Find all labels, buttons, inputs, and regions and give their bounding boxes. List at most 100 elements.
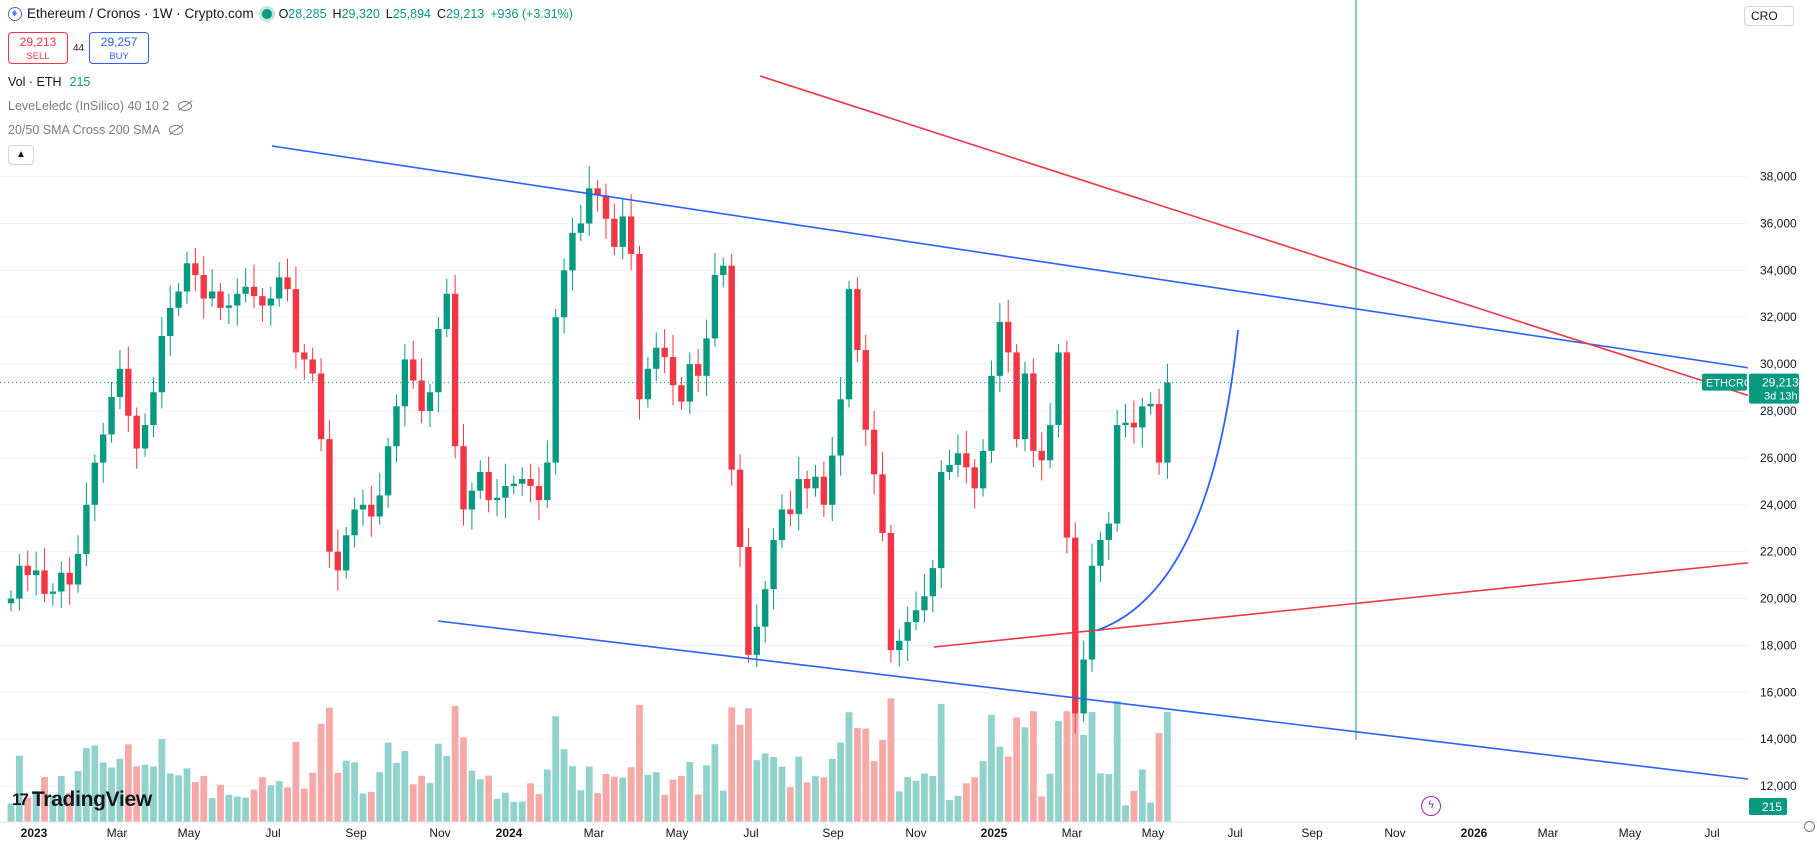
volume-bar	[745, 708, 752, 822]
volume-bar	[1038, 796, 1046, 822]
candle	[937, 471, 945, 569]
volume-bar	[502, 792, 509, 822]
candle	[1063, 352, 1071, 538]
candle	[259, 296, 266, 306]
hidden-eye-icon[interactable]	[177, 101, 193, 111]
candle	[594, 188, 601, 196]
volume-bar	[300, 788, 308, 822]
candle	[133, 415, 140, 449]
volume-bar	[1004, 756, 1012, 822]
blue-channel-bottom-line[interactable]	[437, 620, 1757, 781]
volume-bar	[267, 785, 275, 822]
sma-indicator-legend[interactable]: 20/50 SMA Cross 200 SMA	[8, 123, 184, 137]
symbol-title[interactable]: Ethereum / Cronos · 1W · Crypto.com	[27, 6, 254, 21]
candle	[1038, 450, 1045, 461]
volume-bar	[451, 705, 459, 822]
volume-tag-label: 215	[1762, 800, 1782, 814]
volume-bar	[217, 784, 224, 822]
red-ascending-trendline[interactable]	[933, 561, 1757, 648]
volume-bar	[862, 728, 870, 822]
candle	[661, 347, 668, 358]
candle	[963, 453, 970, 468]
candle	[703, 338, 710, 376]
blue-curve-drawing[interactable]	[1097, 329, 1239, 631]
volume-bar	[761, 753, 769, 822]
volume-bar	[434, 743, 442, 822]
volume-bar	[1029, 711, 1037, 822]
volume-bar	[669, 779, 677, 822]
candle	[560, 270, 568, 318]
lightning-icon[interactable]: ϟ	[1421, 796, 1441, 816]
volume-bar	[259, 777, 266, 822]
price-tick-label: 24,000	[1760, 498, 1797, 512]
volume-bar	[133, 766, 141, 822]
candle	[569, 232, 576, 271]
candle	[485, 471, 492, 501]
candle	[91, 462, 98, 505]
volume-bar	[694, 794, 702, 822]
symbol-tag	[1702, 373, 1747, 391]
candle	[1013, 352, 1020, 440]
volume-bar	[543, 769, 551, 822]
candle	[812, 476, 819, 489]
candle	[611, 218, 618, 247]
candle	[116, 368, 124, 397]
candle	[854, 289, 861, 351]
candle	[644, 368, 652, 400]
candle	[275, 277, 283, 299]
volume-bar	[946, 800, 953, 822]
candle	[1030, 373, 1037, 451]
currency-selector[interactable]: CRO	[1744, 6, 1794, 26]
candle	[368, 504, 375, 517]
volume-bar	[384, 742, 392, 822]
tradingview-logo[interactable]: 17 TradingView	[12, 788, 152, 812]
blue-channel-top-line[interactable]	[271, 145, 1757, 370]
volume-bar	[1122, 805, 1129, 822]
volume-bar	[812, 776, 819, 822]
volume-bar	[342, 760, 350, 822]
volume-bar	[225, 794, 233, 822]
candle	[1055, 352, 1062, 426]
buy-button[interactable]: 29,257 BUY	[89, 32, 150, 64]
candle	[393, 406, 400, 447]
volume-bar	[971, 777, 979, 822]
candle	[1139, 406, 1146, 428]
candle	[778, 509, 786, 540]
sell-button[interactable]: 29,213 SELL	[8, 32, 68, 64]
volume-bar	[284, 787, 291, 822]
candle	[988, 375, 995, 451]
volume-bar	[359, 793, 367, 822]
time-tick-label: Sep	[1301, 826, 1323, 840]
volume-bar	[242, 797, 250, 822]
buy-label: BUY	[109, 51, 129, 62]
hidden-eye-icon[interactable]	[168, 125, 184, 135]
collapse-legend-button[interactable]: ▲	[8, 145, 34, 165]
time-tick-label: Mar	[107, 826, 128, 840]
candle	[451, 293, 459, 447]
price-tick-label: 18,000	[1760, 638, 1797, 652]
candle	[979, 450, 987, 489]
candle	[544, 462, 551, 501]
volume-indicator-legend[interactable]: Vol · ETH 215	[8, 75, 90, 89]
candle	[720, 265, 727, 276]
candle	[787, 509, 794, 515]
leveledc-indicator-legend[interactable]: LeveLeledc (InSilico) 40 10 2	[8, 99, 193, 113]
candle	[577, 223, 585, 233]
candle	[602, 195, 610, 219]
volume-bar	[158, 738, 166, 822]
candle	[468, 490, 476, 510]
volume-bar	[644, 774, 652, 822]
price-axis[interactable]	[1748, 0, 1817, 842]
volume-bar	[460, 737, 467, 822]
candle	[108, 396, 115, 435]
volume-bar	[803, 782, 811, 822]
volume-bar	[1055, 721, 1062, 822]
settings-gear-icon[interactable]	[1804, 821, 1815, 832]
candle	[1113, 425, 1121, 524]
volume-bar	[200, 775, 208, 822]
volume-bar	[619, 777, 627, 822]
red-descending-trendline[interactable]	[759, 75, 1757, 399]
candle	[418, 380, 425, 412]
volume-bar	[233, 796, 241, 822]
